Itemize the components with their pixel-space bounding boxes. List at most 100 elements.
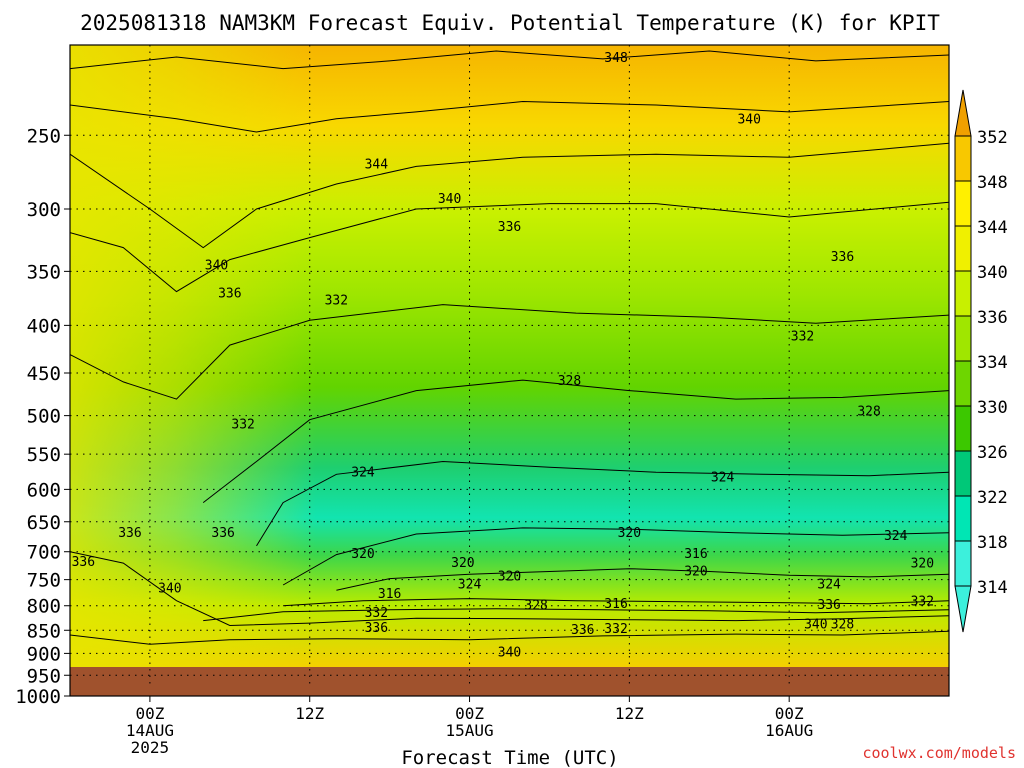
contour-label-7: 336 <box>218 287 241 302</box>
contour-332-10 <box>203 608 949 622</box>
contour-label-25: 320 <box>684 564 707 579</box>
contour-label-30: 332 <box>911 595 934 610</box>
contour-label-1: 340 <box>737 113 760 128</box>
contour-label-23: 320 <box>911 557 934 572</box>
contour-label-15: 324 <box>884 529 908 544</box>
x-tick-label-4-1: 16AUG <box>765 721 813 740</box>
colorbar-label-340-3: 340 <box>977 263 1008 283</box>
y-axis-ticks: 2503003504004505005506006507007508008509… <box>15 125 70 708</box>
contour-label-21: 316 <box>684 547 707 562</box>
colorbar-segment-7 <box>954 450 972 497</box>
contour-label-38: 336 <box>571 623 594 638</box>
colorbar-segment-2 <box>954 225 972 272</box>
x-axis-label: Forecast Time (UTC) <box>401 747 618 768</box>
colorbar-label-318-9: 318 <box>977 533 1008 553</box>
x-tick-label-2-1: 15AUG <box>445 721 493 740</box>
contour-label-20: 320 <box>351 547 374 562</box>
contour-label-13: 324 <box>351 465 375 480</box>
colorbar-segment-0 <box>954 135 972 182</box>
contour-label-16: 336 <box>118 526 141 541</box>
colorbar-segment-5 <box>954 360 972 407</box>
contour-336-3 <box>70 201 949 293</box>
contour-label-40: 340 <box>498 646 521 661</box>
contour-label-27: 324 <box>458 577 482 592</box>
contour-label-8: 332 <box>325 293 348 308</box>
contour-label-34: 332 <box>365 606 388 621</box>
contour-label-36: 328 <box>831 618 854 633</box>
x-tick-label-4-0: 00Z <box>775 704 804 723</box>
colorbar-segment-8 <box>954 495 972 542</box>
credit-text: coolwx.com/models <box>862 744 1016 762</box>
x-tick-label-0-2: 2025 <box>131 738 170 757</box>
colorbar-top-arrow <box>954 89 972 137</box>
contour-340-12 <box>70 630 949 645</box>
contour-label-37: 336 <box>365 621 388 636</box>
contour-label-26: 340 <box>158 582 181 597</box>
contour-label-6: 340 <box>205 258 228 273</box>
y-tick-label-350: 350 <box>27 261 61 283</box>
contour-324-6 <box>256 460 949 547</box>
colorbar-label-326-7: 326 <box>977 443 1008 463</box>
grid-lines <box>70 45 949 686</box>
contour-344-1 <box>70 100 949 133</box>
contour-label-9: 332 <box>791 329 814 344</box>
colorbar-segment-9 <box>954 540 972 587</box>
contour-label-14: 324 <box>711 470 735 485</box>
contour-label-10: 328 <box>558 374 581 389</box>
contour-340-2 <box>70 142 949 249</box>
contour-label-31: 316 <box>604 597 627 612</box>
y-tick-label-300: 300 <box>27 199 61 221</box>
colorbar-label-344-2: 344 <box>977 218 1008 238</box>
colorbar-segment-3 <box>954 270 972 317</box>
colorbar: 352 348 344 340 336 334 330 326 322 318 314 <box>954 89 1008 633</box>
contour-label-11: 328 <box>857 405 880 420</box>
contour-label-2: 344 <box>365 157 389 172</box>
contour-label-0: 348 <box>604 51 627 66</box>
y-tick-label-600: 600 <box>27 479 61 501</box>
contour-label-39: 332 <box>604 622 627 637</box>
y-tick-label-400: 400 <box>27 315 61 337</box>
contour-label-18: 320 <box>618 526 641 541</box>
y-tick-label-450: 450 <box>27 363 61 385</box>
colorbar-label-314-10: 314 <box>977 578 1008 598</box>
y-tick-label-1000: 1000 <box>15 686 61 708</box>
y-tick-label-800: 800 <box>27 596 61 618</box>
colorbar-bottom-arrow <box>954 585 972 633</box>
y-tick-label-750: 750 <box>27 570 61 592</box>
contour-320-7 <box>282 527 949 586</box>
y-tick-label-650: 650 <box>27 512 61 534</box>
x-tick-label-2-0: 00Z <box>455 704 484 723</box>
contour-label-3: 340 <box>438 192 461 207</box>
contour-label-17: 336 <box>211 526 234 541</box>
contour-label-4: 336 <box>498 220 521 235</box>
contour-316-8 <box>336 568 949 591</box>
plot-frame <box>69 44 950 697</box>
contour-348-0 <box>70 50 949 70</box>
colorbar-segment-4 <box>954 315 972 362</box>
contour-label-29: 316 <box>378 587 401 602</box>
contour-label-32: 328 <box>524 599 547 614</box>
y-tick-label-250: 250 <box>27 125 61 147</box>
colorbar-label-336-4: 336 <box>977 308 1008 328</box>
y-tick-label-850: 850 <box>27 620 61 642</box>
field-left-warm-region <box>70 45 949 667</box>
y-tick-label-950: 950 <box>27 665 61 687</box>
colorbar-label-348-1: 348 <box>977 173 1008 193</box>
ground-below-surface <box>70 667 949 696</box>
y-tick-label-550: 550 <box>27 444 61 466</box>
colorbar-segment-1 <box>954 180 972 227</box>
y-tick-label-500: 500 <box>27 406 61 428</box>
colorbar-segment-6 <box>954 405 972 452</box>
colorbar-label-334-5: 334 <box>977 353 1008 373</box>
x-tick-label-3-0: 12Z <box>615 704 644 723</box>
colorbar-label-330-6: 330 <box>977 398 1008 418</box>
contour-label-28: 324 <box>817 577 841 592</box>
x-tick-label-0-0: 00Z <box>135 704 164 723</box>
contour-label-12: 332 <box>231 418 254 433</box>
chart-title: 2025081318 NAM3KM Forecast Equiv. Potent… <box>80 11 940 35</box>
contour-label-19: 336 <box>72 555 95 570</box>
